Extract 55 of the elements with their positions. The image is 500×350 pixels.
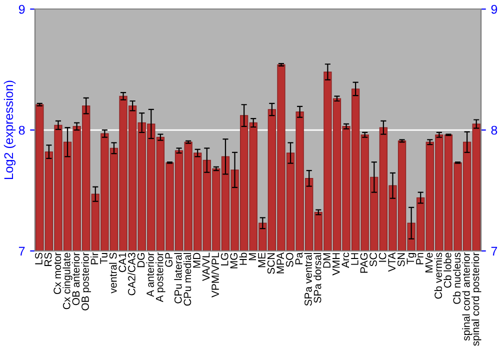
x-tick-label: Pir (90, 252, 98, 264)
x-tick-label: RS (44, 252, 52, 266)
y-axis-title: Log2 (expression) (4, 80, 16, 180)
x-tick-label: SCN (267, 253, 275, 274)
x-tick-label: Tg (406, 253, 416, 264)
x-tick-label: spinal cord anterior (462, 252, 472, 341)
x-tick-label: SPa ventral (304, 253, 312, 306)
x-tick-label: GP (165, 252, 173, 267)
y-tick-label: 8 (18, 126, 25, 135)
y-tick-label: 7 (18, 246, 25, 256)
y2-tick-label: 8 (491, 126, 498, 135)
y2-tick-label: 7 (491, 246, 498, 256)
x-tick-label: SN (397, 253, 405, 266)
x-tick-label: OB posterior (81, 252, 91, 310)
x-tick-label: MG (230, 253, 238, 268)
x-tick-label: Tu (100, 253, 108, 264)
x-tick-label: PAG (360, 253, 368, 273)
x-tick-label: Hb (239, 252, 247, 265)
x-tick-label: DG (137, 253, 145, 268)
x-tick-label: MVe (425, 252, 433, 272)
x-tick-label: Cb vermis (434, 252, 442, 299)
x-tick-label: spinal cord posterior (472, 252, 482, 346)
y-tick-label: 9 (18, 4, 25, 14)
x-tick-label: CA2/CA3 (128, 252, 136, 296)
x-tick-label: DM (323, 253, 330, 268)
x-tick-label: Cx cingulate (62, 252, 72, 310)
x-tick-label: ME (258, 252, 266, 268)
x-tick-label: SO (286, 252, 294, 267)
x-tick-label: Cb nucleus (452, 252, 461, 304)
x-tick-label: Pa (295, 252, 303, 264)
x-tick-label: LG (220, 253, 228, 266)
x-tick-label: IC (378, 252, 386, 262)
x-tick-label: CPu medial (183, 253, 192, 306)
x-tick-label: Arc (342, 252, 350, 268)
x-tick-label: VA/VL (202, 252, 210, 282)
x-tick-label: Pn (416, 253, 424, 264)
x-tick-label: VPM/VPL (211, 252, 219, 298)
x-tick-label: A posterior (156, 252, 166, 302)
x-tick-label: VMH (332, 253, 340, 276)
x-tick-label: MD (193, 252, 200, 268)
x-tick-label: MPA (276, 252, 284, 274)
x-tick-label: Cx motor (54, 252, 62, 294)
x-tick-label: SC (370, 252, 377, 266)
x-tick-label: SPa dorsal (314, 253, 322, 303)
x-tick-label: CA1 (118, 252, 126, 272)
x-tick-label: LS (35, 252, 42, 264)
x-tick-label: ventral S (109, 252, 117, 294)
x-tick-label: OB anterior (72, 252, 80, 306)
x-tick-label: M (248, 253, 256, 260)
y2-tick-label: 9 (491, 4, 498, 14)
x-tick-label: Cb lobe (444, 252, 452, 288)
x-tick-label: A anterior (146, 252, 154, 297)
x-tick-label: VTA (388, 252, 396, 272)
x-tick-label: CPu lateral (174, 253, 182, 304)
x-tick-label: LH (351, 253, 358, 265)
